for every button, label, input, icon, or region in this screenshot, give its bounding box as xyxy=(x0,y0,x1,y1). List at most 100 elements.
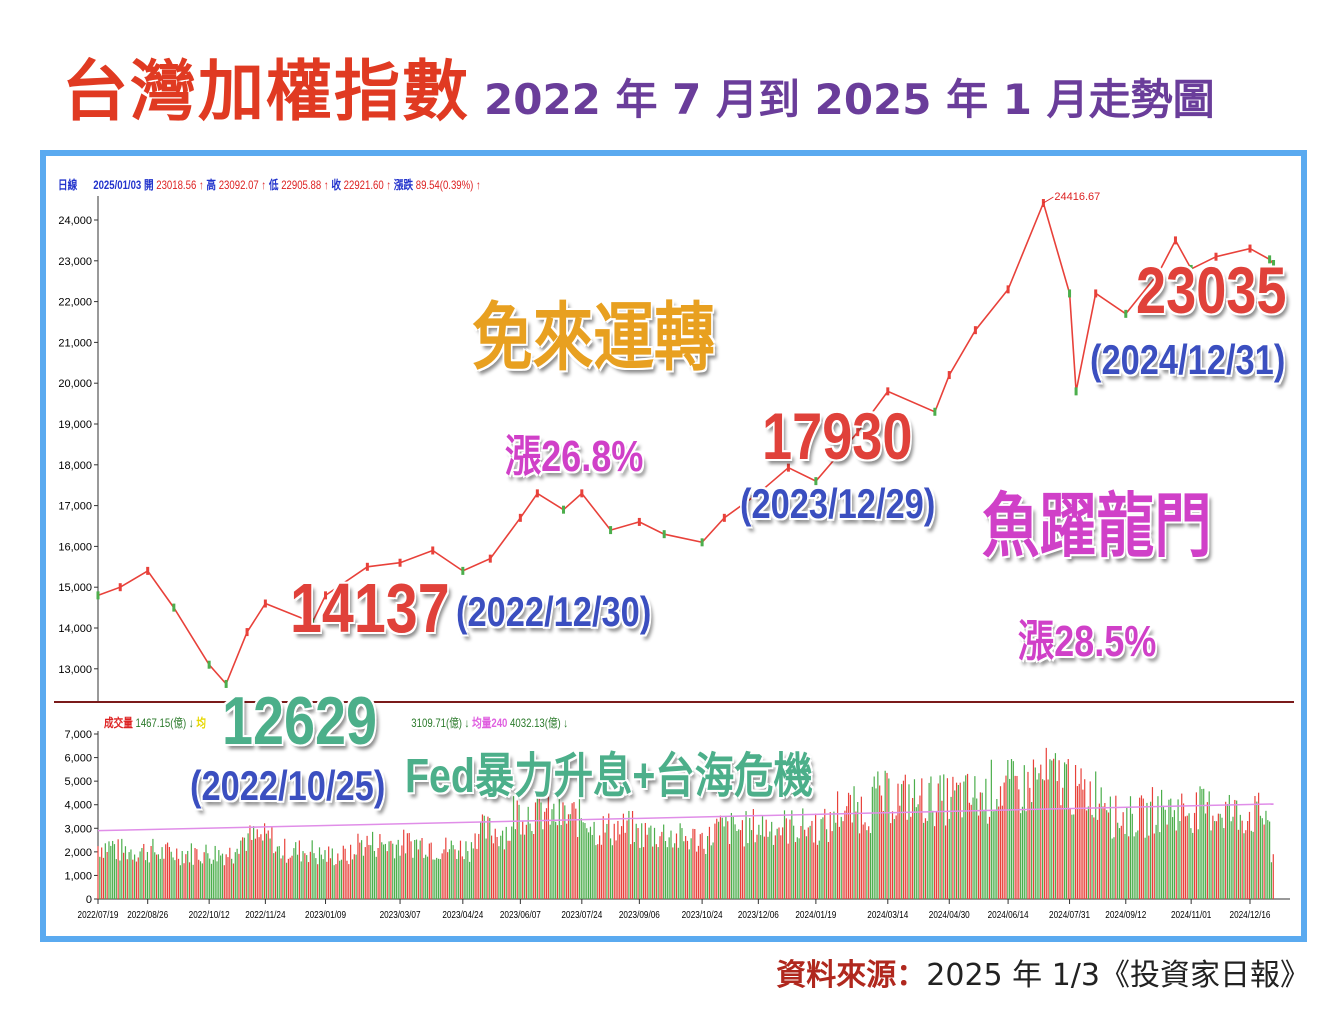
price-candle xyxy=(431,546,435,555)
price-candle xyxy=(398,558,402,567)
price-candle xyxy=(310,618,314,627)
x-tick-label: 2023/09/06 xyxy=(619,909,660,920)
volume-tick-label: 5,000 xyxy=(64,776,92,788)
price-tick-label: 23,000 xyxy=(58,256,92,268)
price-candle xyxy=(886,387,890,396)
x-tick-label: 2023/12/06 xyxy=(738,909,779,920)
price-candle xyxy=(146,566,150,575)
price-tick-label: 15,000 xyxy=(58,582,92,594)
price-candle xyxy=(700,538,704,547)
x-tick-label: 2023/01/09 xyxy=(305,909,346,920)
price-candle xyxy=(1214,252,1218,261)
ma240-label: 均量240 xyxy=(472,716,508,730)
x-tick-label: 2022/07/19 xyxy=(78,909,119,920)
x-tick-label: 2022/11/24 xyxy=(245,909,285,920)
change-label: 漲跌 xyxy=(393,178,414,192)
price-tick-label: 16,000 xyxy=(58,541,92,553)
volume-tick-label: 0 xyxy=(86,894,92,906)
price-candle xyxy=(814,477,818,486)
price-candle xyxy=(662,530,666,539)
volume-tick-label: 7,000 xyxy=(64,729,92,741)
peak-label: 24416.67 xyxy=(1054,191,1100,203)
price-tick-label: 22,000 xyxy=(58,297,92,309)
price-candle xyxy=(172,603,176,612)
price-candle xyxy=(637,517,641,526)
rabbit-pct: 漲26.8% xyxy=(505,432,644,481)
low-value: 22905.88 ↑ xyxy=(281,178,329,192)
price-candle xyxy=(562,505,566,514)
x-tick-label: 2022/08/26 xyxy=(127,909,168,920)
rabbit-label: 免來運轉 xyxy=(472,278,715,385)
price-candle xyxy=(1248,244,1252,253)
ma240-line xyxy=(97,803,1274,832)
price-candle xyxy=(609,526,613,535)
price-candle xyxy=(118,583,122,592)
price-candle xyxy=(1156,269,1160,278)
low-reason: Fed暴力升息+台海危機 xyxy=(405,750,813,803)
dragon-pct: 漲28.5% xyxy=(1018,617,1157,666)
x-tick-label: 2024/09/12 xyxy=(1105,909,1146,920)
price-candle xyxy=(263,599,267,608)
volume-label: 成交量 xyxy=(104,716,133,730)
price-candle xyxy=(947,371,951,380)
volume-tick-label: 6,000 xyxy=(64,753,92,765)
price-candle xyxy=(1094,289,1098,298)
price-header: 日線 2025/01/03 開 23018.56 ↑ 高 23092.07 ↑ … xyxy=(58,176,481,193)
title-main: 台灣加權指數 xyxy=(62,53,470,130)
x-tick-label: 2023/10/24 xyxy=(682,909,723,920)
x-tick-label: 2024/12/16 xyxy=(1230,909,1271,920)
rabbit-text: 免來運轉 xyxy=(472,296,715,379)
open-value: 23018.56 ↑ xyxy=(156,178,204,192)
price-candle xyxy=(973,326,977,335)
close-2023: 17930 xyxy=(762,399,913,473)
close-2024: 23035 xyxy=(1136,253,1287,327)
price-candle xyxy=(722,513,726,522)
volume-value: 1467.15(億) ↓ xyxy=(135,716,194,730)
price-candle xyxy=(1074,387,1078,396)
low-date: (2022/10/25) xyxy=(190,762,386,809)
price-candle xyxy=(207,660,211,669)
x-tick-label: 2024/07/31 xyxy=(1049,909,1090,920)
price-candle xyxy=(518,513,522,522)
price-tick-label: 17,000 xyxy=(58,501,92,513)
page-title: 台灣加權指數 2022 年 7 月到 2025 年 1 月走勢圖 xyxy=(62,38,1215,134)
price-candle xyxy=(365,562,369,571)
price-candle xyxy=(1272,259,1276,268)
price-candle xyxy=(224,679,228,688)
price-candle xyxy=(786,463,790,472)
x-tick-label: 2023/03/07 xyxy=(380,909,421,920)
high-value: 23092.07 ↑ xyxy=(218,178,267,192)
volume-ma-label: 均 xyxy=(196,716,206,730)
price-candle xyxy=(1006,285,1010,294)
close-value: 22921.60 ↑ xyxy=(343,178,392,192)
price-tick-label: 20,000 xyxy=(58,378,92,390)
price-candle xyxy=(488,554,492,563)
price-tick-label: 14,000 xyxy=(58,623,92,635)
period-label: 日線 xyxy=(58,178,78,192)
price-tick-label: 24,000 xyxy=(58,215,92,227)
volume-tick-label: 2,000 xyxy=(64,847,92,859)
volume-ma-value: 3109.71(億) ↓ xyxy=(411,716,470,730)
ma240-value: 4032.13(億) ↓ xyxy=(510,716,569,730)
price-candle xyxy=(535,489,539,498)
open-label: 開 xyxy=(143,178,154,192)
volume-tick-label: 4,000 xyxy=(64,800,92,812)
source-text: 2025 年 1/3《投資家日報》 xyxy=(926,958,1310,993)
close-label: 收 xyxy=(331,178,341,192)
x-tick-label: 2023/06/07 xyxy=(500,909,541,920)
price-candle xyxy=(1189,264,1193,273)
low-label: 低 xyxy=(268,178,279,192)
chart-frame: 13,000 14,000 15,000 16,000 17,000 18,000 19,0… xyxy=(40,150,1307,942)
price-tick-label: 18,000 xyxy=(58,460,92,472)
volume-header: 成交量 1467.15(億) ↓ 均 3109.71(億) ↓ 均量240 40… xyxy=(104,714,568,731)
close-2024-date: (2024/12/31) xyxy=(1090,336,1286,383)
price-tick-label: 13,000 xyxy=(58,664,92,676)
x-tick-label: 2023/04/24 xyxy=(442,909,483,920)
source-note: 資料來源：2025 年 1/3《投資家日報》 xyxy=(776,950,1310,994)
close-2023-date: (2023/12/29) xyxy=(740,480,936,527)
price-tick-label: 21,000 xyxy=(58,337,92,349)
x-tick-label: 2022/10/12 xyxy=(189,909,230,920)
low-value: 12629 xyxy=(222,683,378,759)
x-tick-label: 2024/03/14 xyxy=(867,909,908,920)
price-candle xyxy=(933,407,937,416)
